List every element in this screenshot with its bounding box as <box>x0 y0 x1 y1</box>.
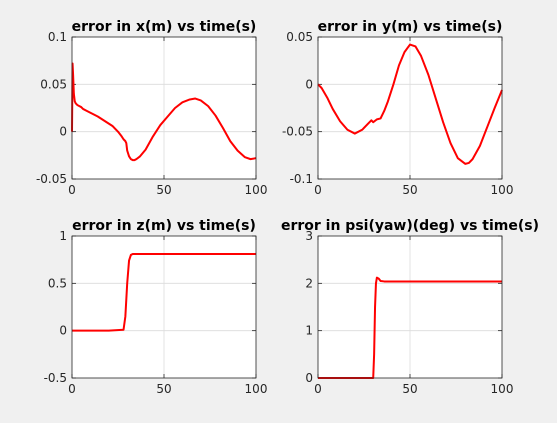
x-tick-label: 100 <box>491 382 514 396</box>
y-tick-label: -0.5 <box>44 371 67 385</box>
y-tick-label: 0 <box>305 371 313 385</box>
x-tick-label: 0 <box>314 183 322 197</box>
y-tick-label: 2 <box>305 276 313 290</box>
x-tick-label: 0 <box>314 382 322 396</box>
y-tick-label: 0 <box>59 125 67 139</box>
x-tick-label: 50 <box>156 183 171 197</box>
chart-title: error in z(m) vs time(s) <box>72 218 256 234</box>
y-tick-label: -0.05 <box>36 172 67 186</box>
chart-title: error in psi(yaw)(deg) vs time(s) <box>281 218 539 234</box>
y-tick-label: -0.05 <box>282 125 313 139</box>
x-tick-label: 100 <box>491 183 514 197</box>
axes-frame <box>317 235 503 379</box>
y-tick-label: 0 <box>59 324 67 338</box>
axes-frame <box>71 235 257 379</box>
x-tick-label: 0 <box>68 382 76 396</box>
x-tick-label: 100 <box>245 382 268 396</box>
axes-frame <box>317 36 503 180</box>
x-tick-label: 50 <box>156 382 171 396</box>
chart-title: error in x(m) vs time(s) <box>72 19 257 35</box>
y-tick-label: 3 <box>305 229 313 243</box>
x-tick-label: 50 <box>402 382 417 396</box>
series-line-x <box>71 62 257 162</box>
y-tick-label: -0.1 <box>290 172 313 186</box>
axes-frame <box>71 36 257 180</box>
chart-title: error in y(m) vs time(s) <box>318 19 503 35</box>
y-tick-label: 0.5 <box>48 276 67 290</box>
y-tick-label: 0.05 <box>286 30 313 44</box>
series-line-z <box>72 252 256 332</box>
y-tick-label: 1 <box>59 229 67 243</box>
y-tick-label: 0.05 <box>40 77 67 91</box>
y-tick-label: 1 <box>305 324 313 338</box>
x-tick-label: 100 <box>245 183 268 197</box>
x-tick-label: 0 <box>68 183 76 197</box>
y-tick-label: 0 <box>305 77 313 91</box>
axes-y: 0 50 100 -0.1 -0.05 0 0.05 error in y(m) vs tim… <box>282 19 514 197</box>
series-line-y <box>317 43 503 165</box>
y-tick-label: 0.1 <box>48 30 67 44</box>
x-tick-label: 50 <box>402 183 417 197</box>
